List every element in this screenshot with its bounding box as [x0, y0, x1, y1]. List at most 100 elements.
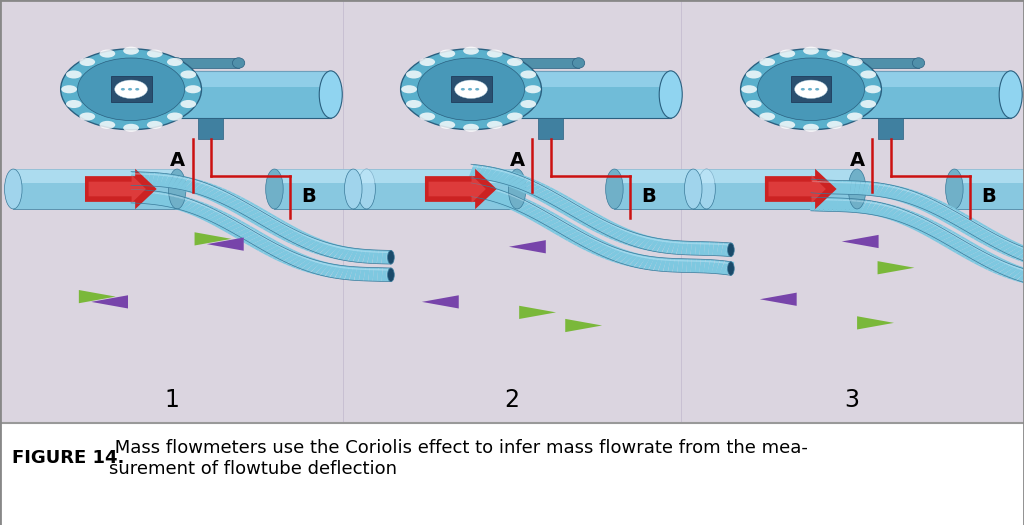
Polygon shape: [356, 250, 362, 251]
Polygon shape: [978, 225, 986, 228]
Polygon shape: [629, 232, 636, 234]
Polygon shape: [285, 249, 293, 252]
Polygon shape: [871, 203, 887, 216]
Polygon shape: [603, 226, 626, 238]
Text: 3: 3: [845, 388, 859, 412]
Polygon shape: [527, 180, 536, 182]
Polygon shape: [999, 261, 1008, 264]
Polygon shape: [343, 247, 355, 261]
Polygon shape: [671, 242, 676, 243]
Polygon shape: [978, 256, 1000, 268]
Polygon shape: [218, 195, 242, 207]
Polygon shape: [868, 202, 882, 215]
Polygon shape: [559, 195, 567, 198]
Polygon shape: [537, 190, 560, 202]
Polygon shape: [336, 246, 343, 248]
Polygon shape: [904, 192, 925, 205]
Polygon shape: [842, 235, 879, 248]
Polygon shape: [686, 259, 692, 272]
Polygon shape: [145, 192, 151, 193]
Polygon shape: [150, 192, 156, 194]
Bar: [517, 71, 671, 118]
Polygon shape: [338, 247, 351, 260]
Bar: [693, 169, 857, 209]
Ellipse shape: [128, 88, 132, 90]
Polygon shape: [873, 184, 880, 185]
Polygon shape: [664, 258, 671, 272]
Polygon shape: [999, 237, 1008, 240]
Polygon shape: [719, 261, 724, 264]
Polygon shape: [590, 237, 598, 240]
Polygon shape: [163, 175, 169, 176]
Polygon shape: [285, 231, 307, 243]
Polygon shape: [847, 200, 852, 201]
Ellipse shape: [66, 100, 82, 108]
Polygon shape: [897, 188, 904, 190]
Polygon shape: [139, 172, 145, 186]
Polygon shape: [869, 202, 876, 204]
Polygon shape: [1013, 266, 1020, 269]
Polygon shape: [490, 169, 497, 171]
Bar: [517, 58, 579, 68]
Polygon shape: [302, 257, 309, 259]
Polygon shape: [883, 185, 889, 187]
Polygon shape: [700, 260, 706, 262]
Polygon shape: [249, 212, 273, 224]
Polygon shape: [550, 191, 558, 194]
Polygon shape: [594, 216, 602, 218]
Polygon shape: [615, 227, 624, 229]
Text: B: B: [981, 187, 995, 206]
Polygon shape: [354, 267, 361, 281]
Polygon shape: [271, 242, 280, 245]
Polygon shape: [227, 200, 251, 211]
Ellipse shape: [801, 88, 805, 90]
Ellipse shape: [388, 250, 394, 264]
Polygon shape: [903, 215, 926, 227]
Polygon shape: [1001, 265, 1022, 278]
Polygon shape: [640, 256, 646, 258]
Polygon shape: [811, 198, 816, 200]
Polygon shape: [335, 265, 346, 279]
Polygon shape: [955, 219, 980, 231]
Polygon shape: [177, 197, 184, 199]
Polygon shape: [606, 245, 614, 248]
Polygon shape: [653, 257, 663, 271]
Polygon shape: [527, 185, 551, 197]
Polygon shape: [951, 217, 975, 228]
Polygon shape: [942, 212, 967, 224]
Polygon shape: [306, 258, 313, 261]
Polygon shape: [648, 257, 654, 259]
Polygon shape: [486, 167, 492, 170]
Polygon shape: [258, 217, 282, 229]
Polygon shape: [571, 210, 596, 222]
Polygon shape: [486, 187, 494, 190]
Polygon shape: [628, 253, 635, 255]
Polygon shape: [982, 234, 1006, 246]
Polygon shape: [373, 268, 378, 281]
Polygon shape: [723, 244, 728, 245]
Polygon shape: [492, 188, 498, 191]
Polygon shape: [271, 218, 280, 221]
Polygon shape: [500, 172, 517, 185]
Polygon shape: [898, 209, 905, 211]
Polygon shape: [938, 209, 962, 221]
Polygon shape: [294, 235, 315, 247]
Ellipse shape: [760, 58, 775, 66]
Polygon shape: [613, 250, 632, 264]
Polygon shape: [205, 184, 212, 186]
Polygon shape: [611, 247, 618, 250]
Polygon shape: [885, 185, 900, 199]
Polygon shape: [857, 316, 894, 330]
Polygon shape: [632, 254, 639, 256]
Polygon shape: [991, 233, 999, 236]
Polygon shape: [841, 181, 847, 194]
Polygon shape: [653, 258, 658, 260]
Polygon shape: [611, 225, 620, 227]
Polygon shape: [884, 205, 891, 207]
Polygon shape: [130, 190, 136, 203]
Polygon shape: [841, 198, 848, 212]
Polygon shape: [297, 255, 305, 258]
Polygon shape: [480, 166, 493, 180]
Polygon shape: [193, 205, 215, 217]
Polygon shape: [837, 198, 843, 212]
